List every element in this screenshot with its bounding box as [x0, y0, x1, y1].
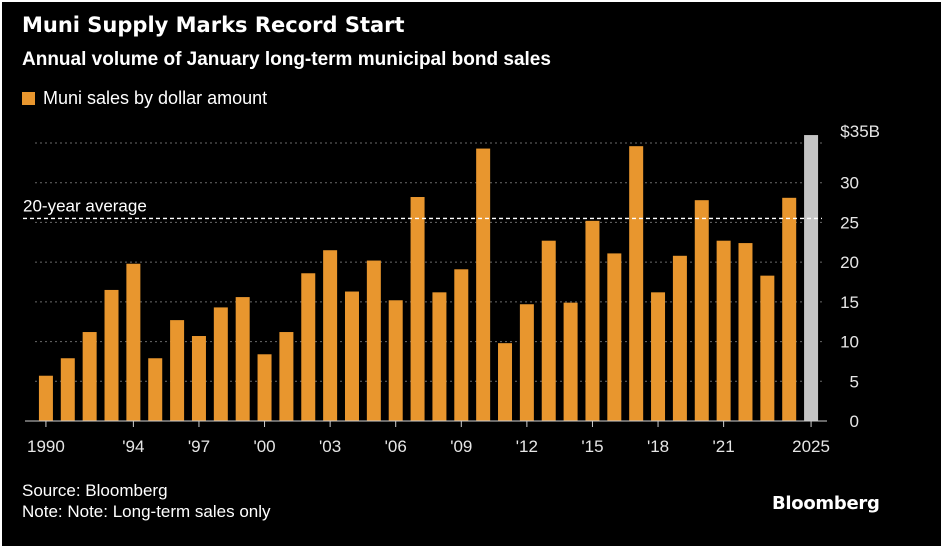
x-tick-label-2006: '06 [385, 437, 407, 456]
x-tick-label-2012: '12 [516, 437, 538, 456]
bar-2009 [454, 269, 469, 421]
bar-2005 [366, 260, 381, 421]
y-tick-label-25: 25 [840, 213, 859, 232]
bar-2015 [585, 220, 600, 421]
bar-1996 [170, 320, 185, 421]
y-tick-label-35: $35B [840, 122, 880, 141]
bar-2018 [651, 292, 666, 421]
bar-2010 [476, 148, 491, 421]
bar-2002 [301, 273, 316, 421]
x-tick-label-2000: '00 [253, 437, 275, 456]
bar-2024 [782, 197, 797, 421]
chart-title: Muni Supply Marks Record Start [22, 13, 405, 37]
bar-2007 [410, 197, 425, 421]
bar-2012 [519, 304, 534, 421]
legend-label: Muni sales by dollar amount [43, 88, 268, 108]
bloomberg-logo: Bloomberg [772, 493, 880, 514]
bar-2011 [498, 343, 513, 421]
footer: Source: Bloomberg Note: Note: Long-term … [22, 480, 271, 522]
y-tick-label-30: 30 [840, 174, 859, 193]
bar-1990 [38, 375, 53, 421]
x-tick-label-2021: '21 [713, 437, 735, 456]
x-tick-label-2009: '09 [450, 437, 472, 456]
bar-2019 [672, 255, 687, 421]
legend-swatch [22, 92, 35, 105]
bar-1995 [148, 358, 163, 421]
bar-2016 [607, 253, 622, 421]
bar-2021 [716, 240, 731, 421]
bar-1999 [235, 297, 250, 421]
bar-2013 [541, 240, 556, 421]
bar-2008 [432, 292, 447, 421]
y-tick-label-20: 20 [840, 253, 859, 272]
x-tick-label-2018: '18 [647, 437, 669, 456]
x-tick-label-2015: '15 [581, 437, 603, 456]
bar-2006 [388, 300, 403, 421]
average-label: 20-year average [23, 196, 147, 215]
bar-2020 [694, 200, 709, 421]
y-tick-label-15: 15 [840, 293, 859, 312]
bar-2025 [804, 135, 819, 422]
bar-2017 [629, 146, 644, 422]
bar-2000 [257, 354, 272, 421]
y-tick-label-10: 10 [840, 333, 859, 352]
bar-2023 [760, 275, 775, 421]
source-note: Source: Bloomberg [22, 481, 168, 500]
bar-2003 [323, 250, 338, 421]
x-tick-label-1994: '94 [122, 437, 144, 456]
bar-1992 [82, 332, 97, 421]
bar-1998 [213, 307, 228, 421]
chart-subtitle: Annual volume of January long-term munic… [22, 49, 551, 70]
footnote: Note: Note: Long-term sales only [22, 502, 271, 521]
y-tick-label-0: 0 [850, 412, 859, 431]
bar-1994 [126, 263, 141, 421]
bar-2022 [738, 243, 753, 421]
bar-2014 [563, 302, 578, 421]
x-tick-label-2003: '03 [319, 437, 341, 456]
bar-1993 [104, 289, 119, 421]
bar-2001 [279, 332, 294, 421]
x-tick-label-1990: 1990 [27, 437, 65, 456]
legend: Muni sales by dollar amount [22, 88, 267, 109]
bar-1991 [60, 358, 75, 421]
x-tick-label-1997: '97 [188, 437, 210, 456]
bar-2004 [344, 291, 359, 421]
bar-1997 [191, 336, 206, 421]
x-tick-label-2025: 2025 [792, 437, 830, 456]
y-tick-label-5: 5 [850, 372, 859, 391]
